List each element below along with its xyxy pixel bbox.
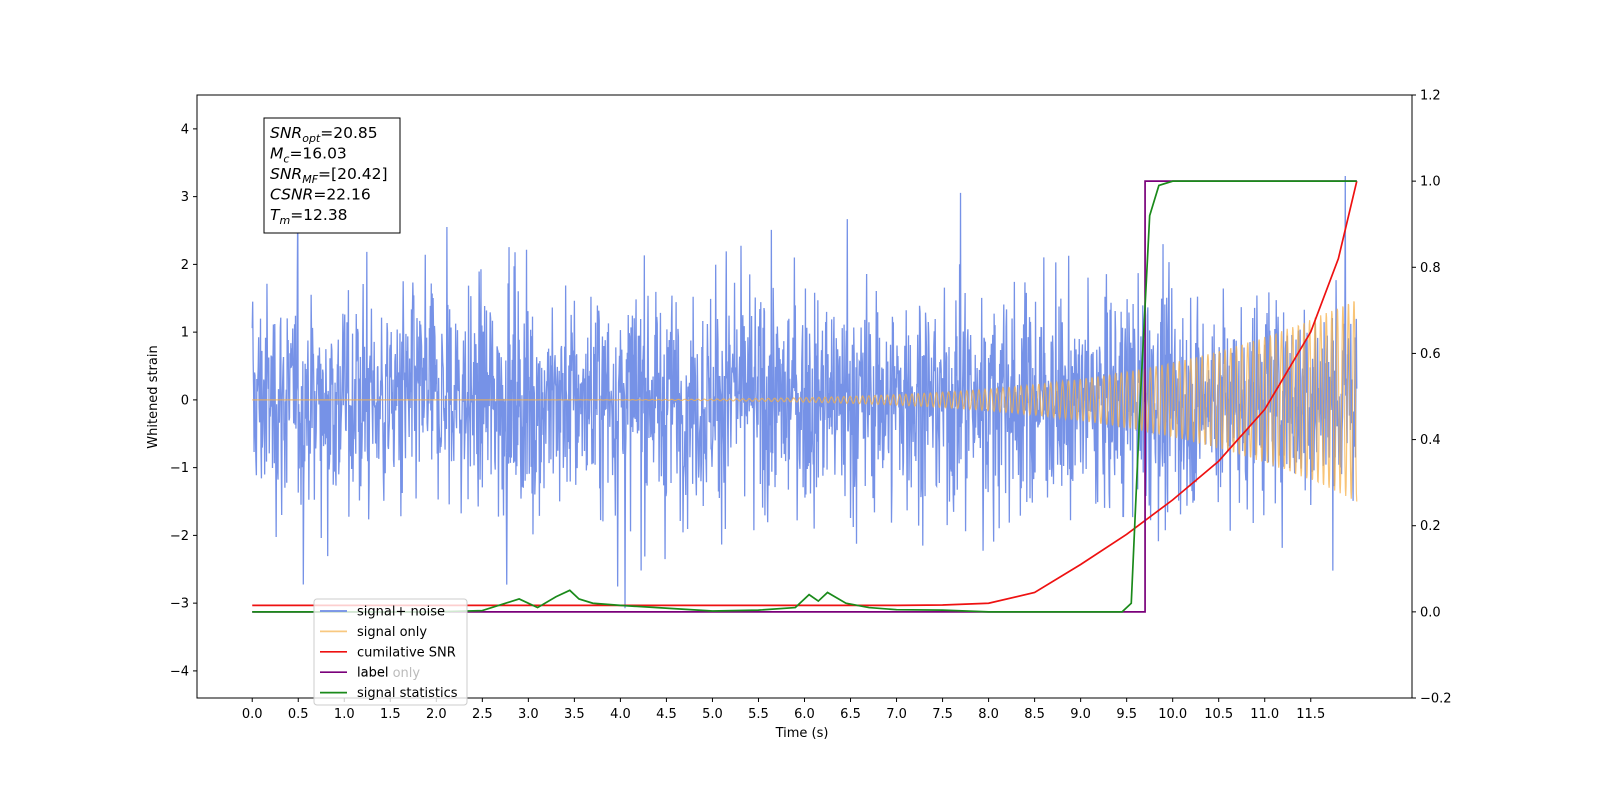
x-tick-label: 8.0 [978, 707, 999, 722]
info-line: SNRMF=[20.42] [270, 165, 388, 186]
legend-label: cumilative SNR [357, 645, 456, 660]
y-axis-right: −0.2 0.0 0.2 0.4 0.6 0.8 1.0 1.2 [1412, 89, 1452, 707]
y-right-tick-label: 0.8 [1420, 261, 1441, 276]
series-layer [251, 175, 1358, 613]
x-axis-label: Time (s) [775, 726, 829, 741]
x-tick-label: 9.0 [1070, 707, 1091, 722]
legend-overlay-text: label only [357, 666, 420, 681]
x-tick-label: 3.0 [518, 707, 539, 722]
legend: label only signal+ noise signal only cumil… [313, 598, 468, 706]
y-left-tick-label: 2 [181, 258, 189, 273]
x-tick-label: 10.5 [1204, 707, 1233, 722]
x-tick-label: 3.5 [564, 707, 585, 722]
x-tick-label: 7.5 [932, 707, 953, 722]
y-right-tick-label: 0.2 [1420, 519, 1441, 534]
series-signal-only [252, 301, 1358, 502]
y-right-tick-label: −0.2 [1420, 692, 1452, 707]
y-axis-label: Whitened strain [146, 345, 161, 448]
legend-label: signal statistics [357, 686, 458, 701]
y-left-tick-label: −1 [170, 461, 189, 476]
x-tick-label: 4.0 [610, 707, 631, 722]
x-tick-label: 11.5 [1296, 707, 1325, 722]
info-line: SNRopt=20.85 [270, 124, 378, 145]
legend-label: label [357, 666, 388, 681]
y-right-tick-label: 1.0 [1420, 175, 1441, 190]
x-tick-label: 5.5 [748, 707, 769, 722]
info-box-frame [263, 117, 401, 234]
legend-items: signal+ noise signal only cumilative SNR la… [320, 605, 458, 701]
x-tick-label: 10.0 [1158, 707, 1187, 722]
y-left-tick-label: −3 [170, 597, 189, 612]
x-tick-label: 2.0 [426, 707, 447, 722]
y-right-tick-label: 1.2 [1420, 89, 1441, 104]
info-line: CSNR=22.16 [270, 186, 371, 204]
x-tick-label: 9.5 [1116, 707, 1137, 722]
info-lines: SNRopt=20.85Mc=16.03SNRMF=[20.42]CSNR=22… [270, 124, 388, 227]
y-left-tick-label: 4 [181, 122, 189, 137]
y-left-tick-label: 3 [181, 190, 189, 205]
x-tick-label: 4.5 [656, 707, 677, 722]
x-tick-label: 0.0 [242, 707, 263, 722]
y-right-tick-label: 0.6 [1420, 347, 1441, 362]
legend-label: signal only [357, 625, 427, 640]
y-left-tick-label: −2 [170, 529, 189, 544]
x-tick-label: 0.5 [288, 707, 309, 722]
x-tick-label: 2.5 [472, 707, 493, 722]
info-line: Tm=12.38 [270, 206, 348, 227]
x-tick-label: 8.5 [1024, 707, 1045, 722]
info-box: SNRopt=20.85Mc=16.03SNRMF=[20.42]CSNR=22… [263, 117, 401, 234]
x-tick-label: 1.0 [334, 707, 355, 722]
y-axis-left: −4 −3 −2 −1 0 1 2 3 4 [170, 122, 197, 679]
legend-label: signal+ noise [357, 605, 445, 620]
x-tick-label: 6.0 [794, 707, 815, 722]
series-signal-noise [251, 175, 1358, 609]
x-tick-label: 6.5 [840, 707, 861, 722]
legend-frame [313, 598, 468, 706]
info-line: Mc=16.03 [270, 145, 347, 166]
x-tick-label: 1.5 [380, 707, 401, 722]
x-tick-label: 7.0 [886, 707, 907, 722]
x-axis: 0.0 0.5 1.0 1.5 2.0 2.5 3.0 3.5 4.0 4.5 5.0 5.5 6.0 6… [242, 698, 1325, 722]
y-left-tick-label: 1 [181, 326, 189, 341]
y-left-tick-label: −4 [170, 664, 189, 679]
series-cumilative-snr [252, 180, 1358, 607]
series-signal-statistics [252, 180, 1357, 613]
x-tick-label: 11.0 [1250, 707, 1279, 722]
y-right-tick-label: 0.4 [1420, 433, 1441, 448]
y-left-tick-label: 0 [181, 393, 189, 408]
y-right-tick-label: 0.0 [1420, 605, 1441, 620]
x-tick-label: 5.0 [702, 707, 723, 722]
